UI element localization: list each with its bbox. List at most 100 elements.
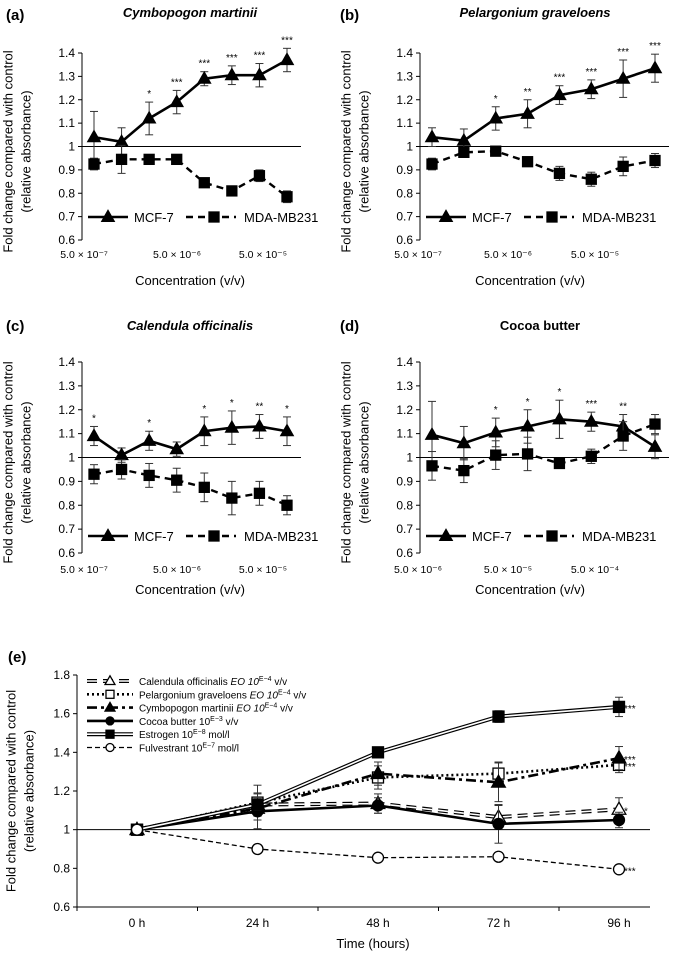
y-tick-label: 0.6 (53, 900, 70, 914)
legend-unit: v/v (272, 677, 288, 688)
series-mda-mb231 (426, 145, 661, 187)
legend-dose: EO 10 (234, 704, 266, 715)
data-point (492, 850, 505, 863)
data-point (647, 60, 663, 74)
x-axis-label: Time (hours) (336, 936, 409, 951)
y-axis-label: (relative absorbance) (357, 401, 372, 523)
legend-exponent: E−4 (265, 703, 278, 710)
x-tick-label: 5.0 × 10⁻⁵ (239, 249, 287, 261)
legend-marker (100, 209, 116, 223)
x-tick-label: 5.0 × 10⁻⁶ (153, 249, 201, 261)
x-tick-label: 5.0 × 10⁻⁵ (571, 249, 619, 261)
data-point (88, 158, 100, 170)
data-point (521, 156, 534, 168)
y-axis-label: Fold change compared with control (339, 50, 354, 252)
y-tick-label: 0.7 (396, 522, 413, 536)
x-tick-label: 5.0 × 10⁻⁷ (394, 249, 442, 261)
x-tick-label: 5.0 × 10⁻⁶ (394, 564, 442, 576)
data-point (141, 432, 157, 446)
data-point (371, 851, 385, 864)
y-tick-label: 0.8 (58, 186, 75, 200)
y-tick-label: 0.7 (58, 522, 75, 536)
legend-dose: EO 10 (247, 690, 279, 701)
y-tick-label: 1.4 (58, 355, 75, 369)
series-line (93, 425, 288, 457)
y-tick-label: 1 (63, 823, 70, 837)
significance-label: *** (254, 51, 266, 62)
legend-label: Pelargonium graveloens EO 10E−4 v/v (139, 689, 306, 701)
data-point (279, 52, 295, 66)
chart-panel-0: (a) Cymbopogon martinii 0.6 0.7 0.8 0.9 1 1.1 1.… (1, 5, 319, 288)
y-tick-label: 1 (406, 140, 413, 154)
data-point (143, 153, 155, 166)
series-mda-mb231 (88, 459, 293, 516)
x-tick-label: 5.0 × 10⁻⁵ (484, 564, 532, 576)
legend-label: Estrogen 10E−8 mol/l (139, 729, 230, 741)
significance-label: ** (524, 87, 532, 98)
legend-label: MDA-MB231 (244, 210, 318, 225)
data-point (458, 464, 470, 477)
legend-name: Estrogen (139, 730, 179, 741)
legend: Calendula officinalis EO 10E−4 v/vPelarg… (87, 674, 306, 755)
significance-label: *** (226, 53, 238, 64)
legend-name: Calendula officinalis (139, 677, 228, 688)
data-point (426, 460, 438, 472)
series-mcf-7 (424, 399, 663, 469)
x-tick-label: 96 h (607, 916, 630, 930)
y-tick-label: 1 (68, 451, 75, 465)
y-tick-label: 0.9 (58, 163, 75, 177)
y-tick-label: 1.1 (396, 116, 413, 130)
x-tick-label: 48 h (366, 916, 389, 930)
data-point (279, 423, 295, 437)
chart-panel-e: (e) 0.6 0.8 1 1.2 1.4 1.6 1.8 0 h 24 h 48 h 72 h 96 … (4, 649, 650, 951)
data-point (281, 191, 293, 203)
data-point (169, 94, 185, 108)
data-point (424, 426, 440, 440)
series-cocoa-butter (130, 793, 626, 844)
significance-label: * (526, 397, 530, 408)
legend-dose: 10 (179, 730, 193, 741)
legend-marker (546, 211, 558, 223)
data-point (617, 160, 629, 173)
legend-label: MCF-7 (134, 529, 174, 544)
x-tick-label: 5.0 × 10⁻⁵ (239, 564, 287, 576)
y-tick-label: 1.4 (53, 745, 70, 759)
y-tick-label: 0.9 (396, 163, 413, 177)
data-point (456, 435, 472, 449)
data-point (492, 710, 505, 723)
panel-label: (d) (340, 318, 359, 335)
legend-name: Pelargonium graveloens (139, 690, 247, 701)
data-point (552, 87, 567, 101)
series-mcf-7 (86, 47, 295, 164)
data-point (86, 428, 102, 442)
series-line (93, 58, 288, 144)
y-tick-label: 1.4 (396, 355, 413, 369)
data-point (521, 448, 534, 460)
legend-name: Cocoa butter (139, 717, 197, 728)
y-tick-label: 0.6 (396, 233, 413, 247)
y-tick-label: 1.4 (396, 46, 413, 60)
y-tick-label: 0.6 (396, 546, 413, 560)
data-point (585, 450, 597, 462)
significance-label: *** (585, 399, 597, 410)
legend-unit: mol/l (206, 730, 230, 741)
x-tick-label: 0 h (129, 916, 146, 930)
data-point (171, 153, 183, 166)
y-tick-label: 1.2 (58, 403, 75, 417)
x-tick-label: 5.0 × 10⁻⁷ (60, 564, 108, 576)
legend-unit: v/v (277, 704, 293, 715)
data-point (198, 481, 210, 493)
data-point (370, 765, 386, 780)
x-axis-label: Concentration (v/v) (475, 273, 585, 288)
legend-marker (438, 528, 454, 542)
y-axis-label: (relative absorbance) (19, 90, 34, 212)
y-tick-label: 0.8 (53, 861, 70, 875)
legend-label: MCF-7 (472, 210, 512, 225)
significance-label: *** (585, 67, 597, 78)
panel-label: (b) (340, 7, 359, 24)
chart-title: Cymbopogon martinii (123, 5, 258, 20)
data-point (583, 413, 599, 427)
panel-label: (a) (6, 7, 24, 24)
data-point (553, 167, 566, 180)
legend-exponent: E−4 (278, 689, 291, 696)
